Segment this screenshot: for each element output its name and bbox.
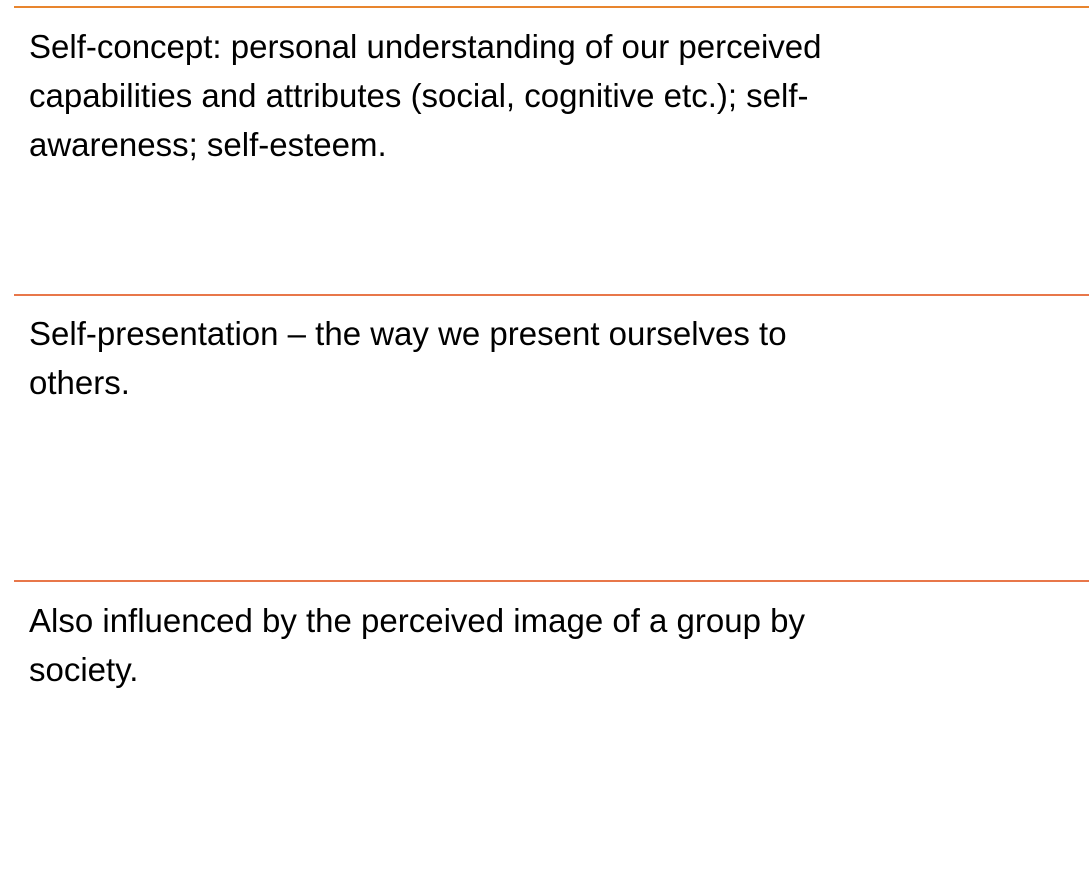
divider-3 bbox=[14, 580, 1089, 582]
text-block-self-presentation: Self-presentation – the way we present o… bbox=[29, 309, 787, 407]
text-line: others. bbox=[29, 364, 130, 401]
divider-1 bbox=[14, 6, 1089, 8]
text-line: society. bbox=[29, 651, 139, 688]
text-line: Self-concept: personal understanding of … bbox=[29, 28, 822, 65]
text-line: Self-presentation – the way we present o… bbox=[29, 315, 787, 352]
text-block-self-concept: Self-concept: personal understanding of … bbox=[29, 22, 822, 169]
text-block-group-image: Also influenced by the perceived image o… bbox=[29, 596, 805, 694]
divider-2 bbox=[14, 294, 1089, 296]
text-line: Also influenced by the perceived image o… bbox=[29, 602, 805, 639]
text-line: awareness; self-esteem. bbox=[29, 126, 387, 163]
text-line: capabilities and attributes (social, cog… bbox=[29, 77, 809, 114]
